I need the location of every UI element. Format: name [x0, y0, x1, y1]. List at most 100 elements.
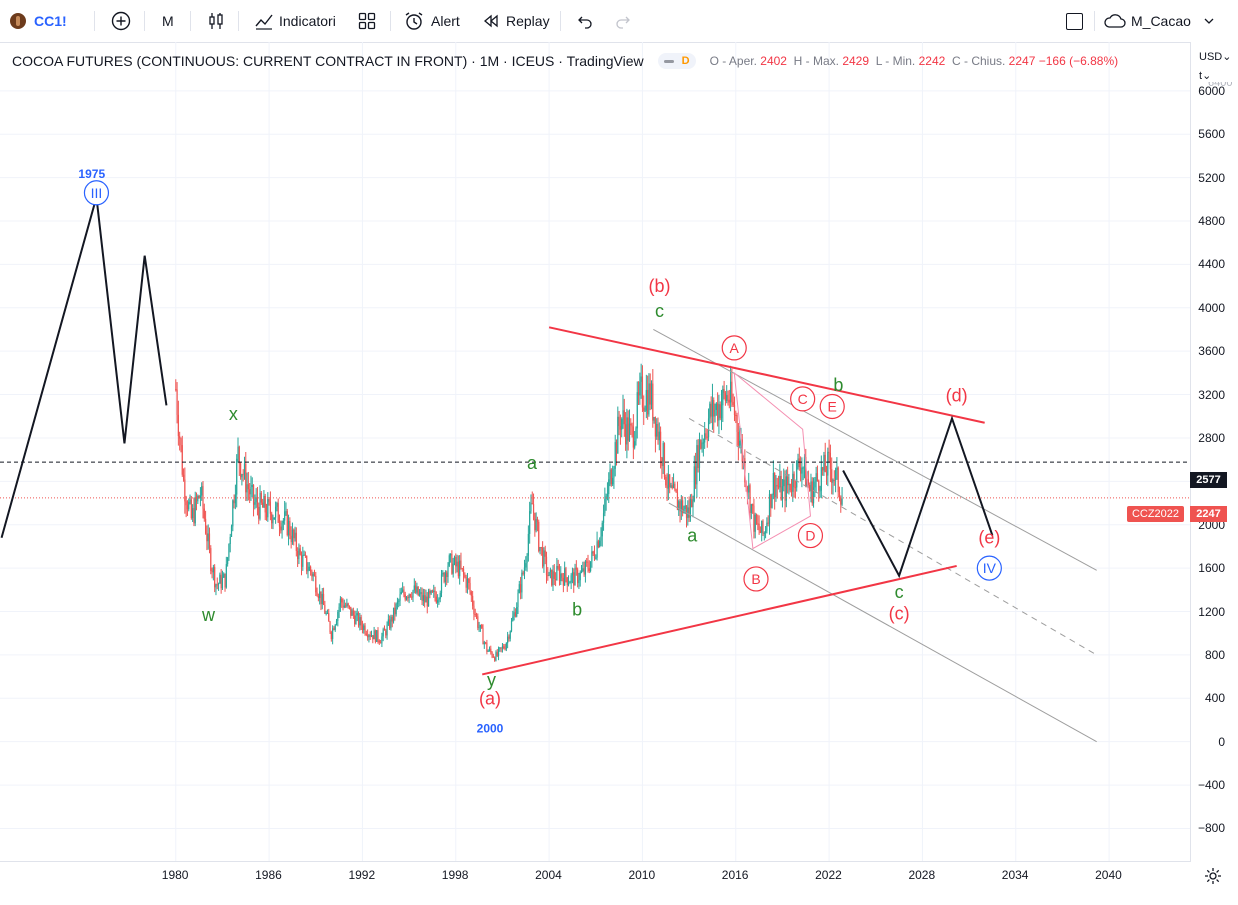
replay-button[interactable]: Replay: [482, 0, 550, 42]
chart-type-button[interactable]: [205, 0, 227, 42]
candle-down: [675, 489, 677, 493]
candle-up: [543, 550, 545, 567]
candle-up: [483, 642, 485, 645]
interval-button[interactable]: M: [162, 0, 174, 42]
candle-down: [647, 389, 649, 415]
candle-up: [201, 486, 203, 496]
indicators-button[interactable]: Indicatori: [253, 0, 336, 42]
candle-down: [289, 520, 291, 536]
wave-label: E: [828, 398, 837, 414]
candle-up: [763, 532, 765, 534]
candle-up: [609, 469, 611, 480]
candle-down: [538, 521, 540, 551]
candle-up: [199, 495, 202, 499]
layouts-button[interactable]: [357, 0, 377, 42]
candle-up: [779, 475, 781, 488]
clipped-top-tick: 6400: [1208, 82, 1233, 88]
candle-down: [297, 550, 299, 560]
price-tick-label: 1600: [1198, 561, 1225, 576]
candle-up: [608, 479, 610, 495]
candle-down: [508, 636, 510, 639]
candle-down: [378, 640, 380, 643]
candle-up: [236, 458, 238, 495]
candle-down: [286, 511, 288, 536]
candle-down: [566, 577, 568, 586]
candle-up: [667, 474, 669, 489]
candle-up: [698, 440, 701, 468]
candle-up: [351, 610, 353, 616]
candle-down: [540, 547, 542, 549]
candle-down: [586, 561, 588, 563]
candle-down: [367, 634, 369, 638]
scale-menu[interactable]: t⌄: [1199, 69, 1211, 82]
candle-up: [785, 476, 787, 501]
wave-label: (e): [978, 528, 1000, 548]
layout-name-menu[interactable]: M_Cacao: [1103, 0, 1215, 42]
candle-down: [181, 445, 183, 475]
candle-down: [204, 518, 207, 534]
candle-down: [431, 590, 434, 593]
candle-up: [335, 621, 338, 625]
candle-up: [387, 619, 389, 625]
candle-down: [475, 614, 478, 617]
symbol-search-button[interactable]: CC1!: [10, 0, 67, 42]
candle-up: [373, 630, 375, 640]
candle-down: [547, 575, 549, 577]
candle-up: [232, 500, 234, 527]
candle-down: [657, 423, 659, 441]
candle-up: [579, 572, 581, 581]
settings-button[interactable]: [1203, 866, 1223, 886]
candle-up: [636, 392, 638, 429]
candle-up: [221, 577, 224, 589]
candle-up: [684, 505, 686, 510]
candle-down: [838, 492, 841, 499]
time-axis[interactable]: 1980 1986 1992 1998 2004 2010 2016 2022 2028 2034…: [0, 861, 1190, 905]
candle-up: [841, 498, 843, 505]
candle-up: [548, 572, 550, 576]
divider: [94, 11, 95, 31]
candle-up: [582, 568, 584, 572]
candle-up: [689, 499, 692, 518]
candle-up: [332, 628, 334, 639]
candle-down: [242, 474, 244, 476]
candle-up: [287, 520, 290, 536]
wave-label-circle: [743, 566, 769, 592]
last-price-tag: 2247: [1190, 506, 1227, 522]
candle-down: [627, 417, 629, 441]
redo-button[interactable]: [614, 0, 632, 42]
candle-down: [514, 612, 517, 617]
candle-down: [330, 632, 332, 639]
alarm-clock-icon: [405, 12, 423, 30]
alert-button[interactable]: Alert: [403, 0, 460, 42]
replay-label: Replay: [506, 13, 550, 29]
candle-up: [298, 548, 300, 560]
candle-down: [316, 592, 318, 596]
candle-up: [285, 511, 287, 513]
candle-down: [206, 533, 208, 542]
wave-label: B: [751, 571, 760, 587]
candle-up: [672, 483, 675, 489]
candle-up: [234, 494, 237, 504]
candle-down: [799, 467, 802, 474]
candle-down: [717, 403, 719, 421]
candle-down: [465, 577, 467, 588]
data-status-pill[interactable]: D: [657, 53, 696, 69]
candle-down: [468, 579, 470, 583]
candle-up: [250, 487, 252, 495]
fullscreen-button[interactable]: [1066, 0, 1083, 42]
candle-down: [632, 426, 634, 448]
currency-menu[interactable]: USD⌄: [1199, 50, 1231, 63]
candle-up: [626, 417, 628, 445]
divider: [560, 11, 561, 31]
candle-up: [272, 519, 274, 524]
low-value: 2242: [918, 54, 946, 68]
candle-down: [238, 446, 240, 464]
price-axis[interactable]: USD⌄ t⌄ 6400 6000 5600 5200 4800 4400 4000 360…: [1190, 42, 1238, 862]
compare-add-button[interactable]: [110, 0, 132, 42]
candle-down: [407, 597, 409, 599]
candle-down: [534, 512, 536, 531]
candle-up: [319, 591, 321, 599]
undo-button[interactable]: [576, 0, 594, 42]
candle-down: [705, 433, 707, 437]
